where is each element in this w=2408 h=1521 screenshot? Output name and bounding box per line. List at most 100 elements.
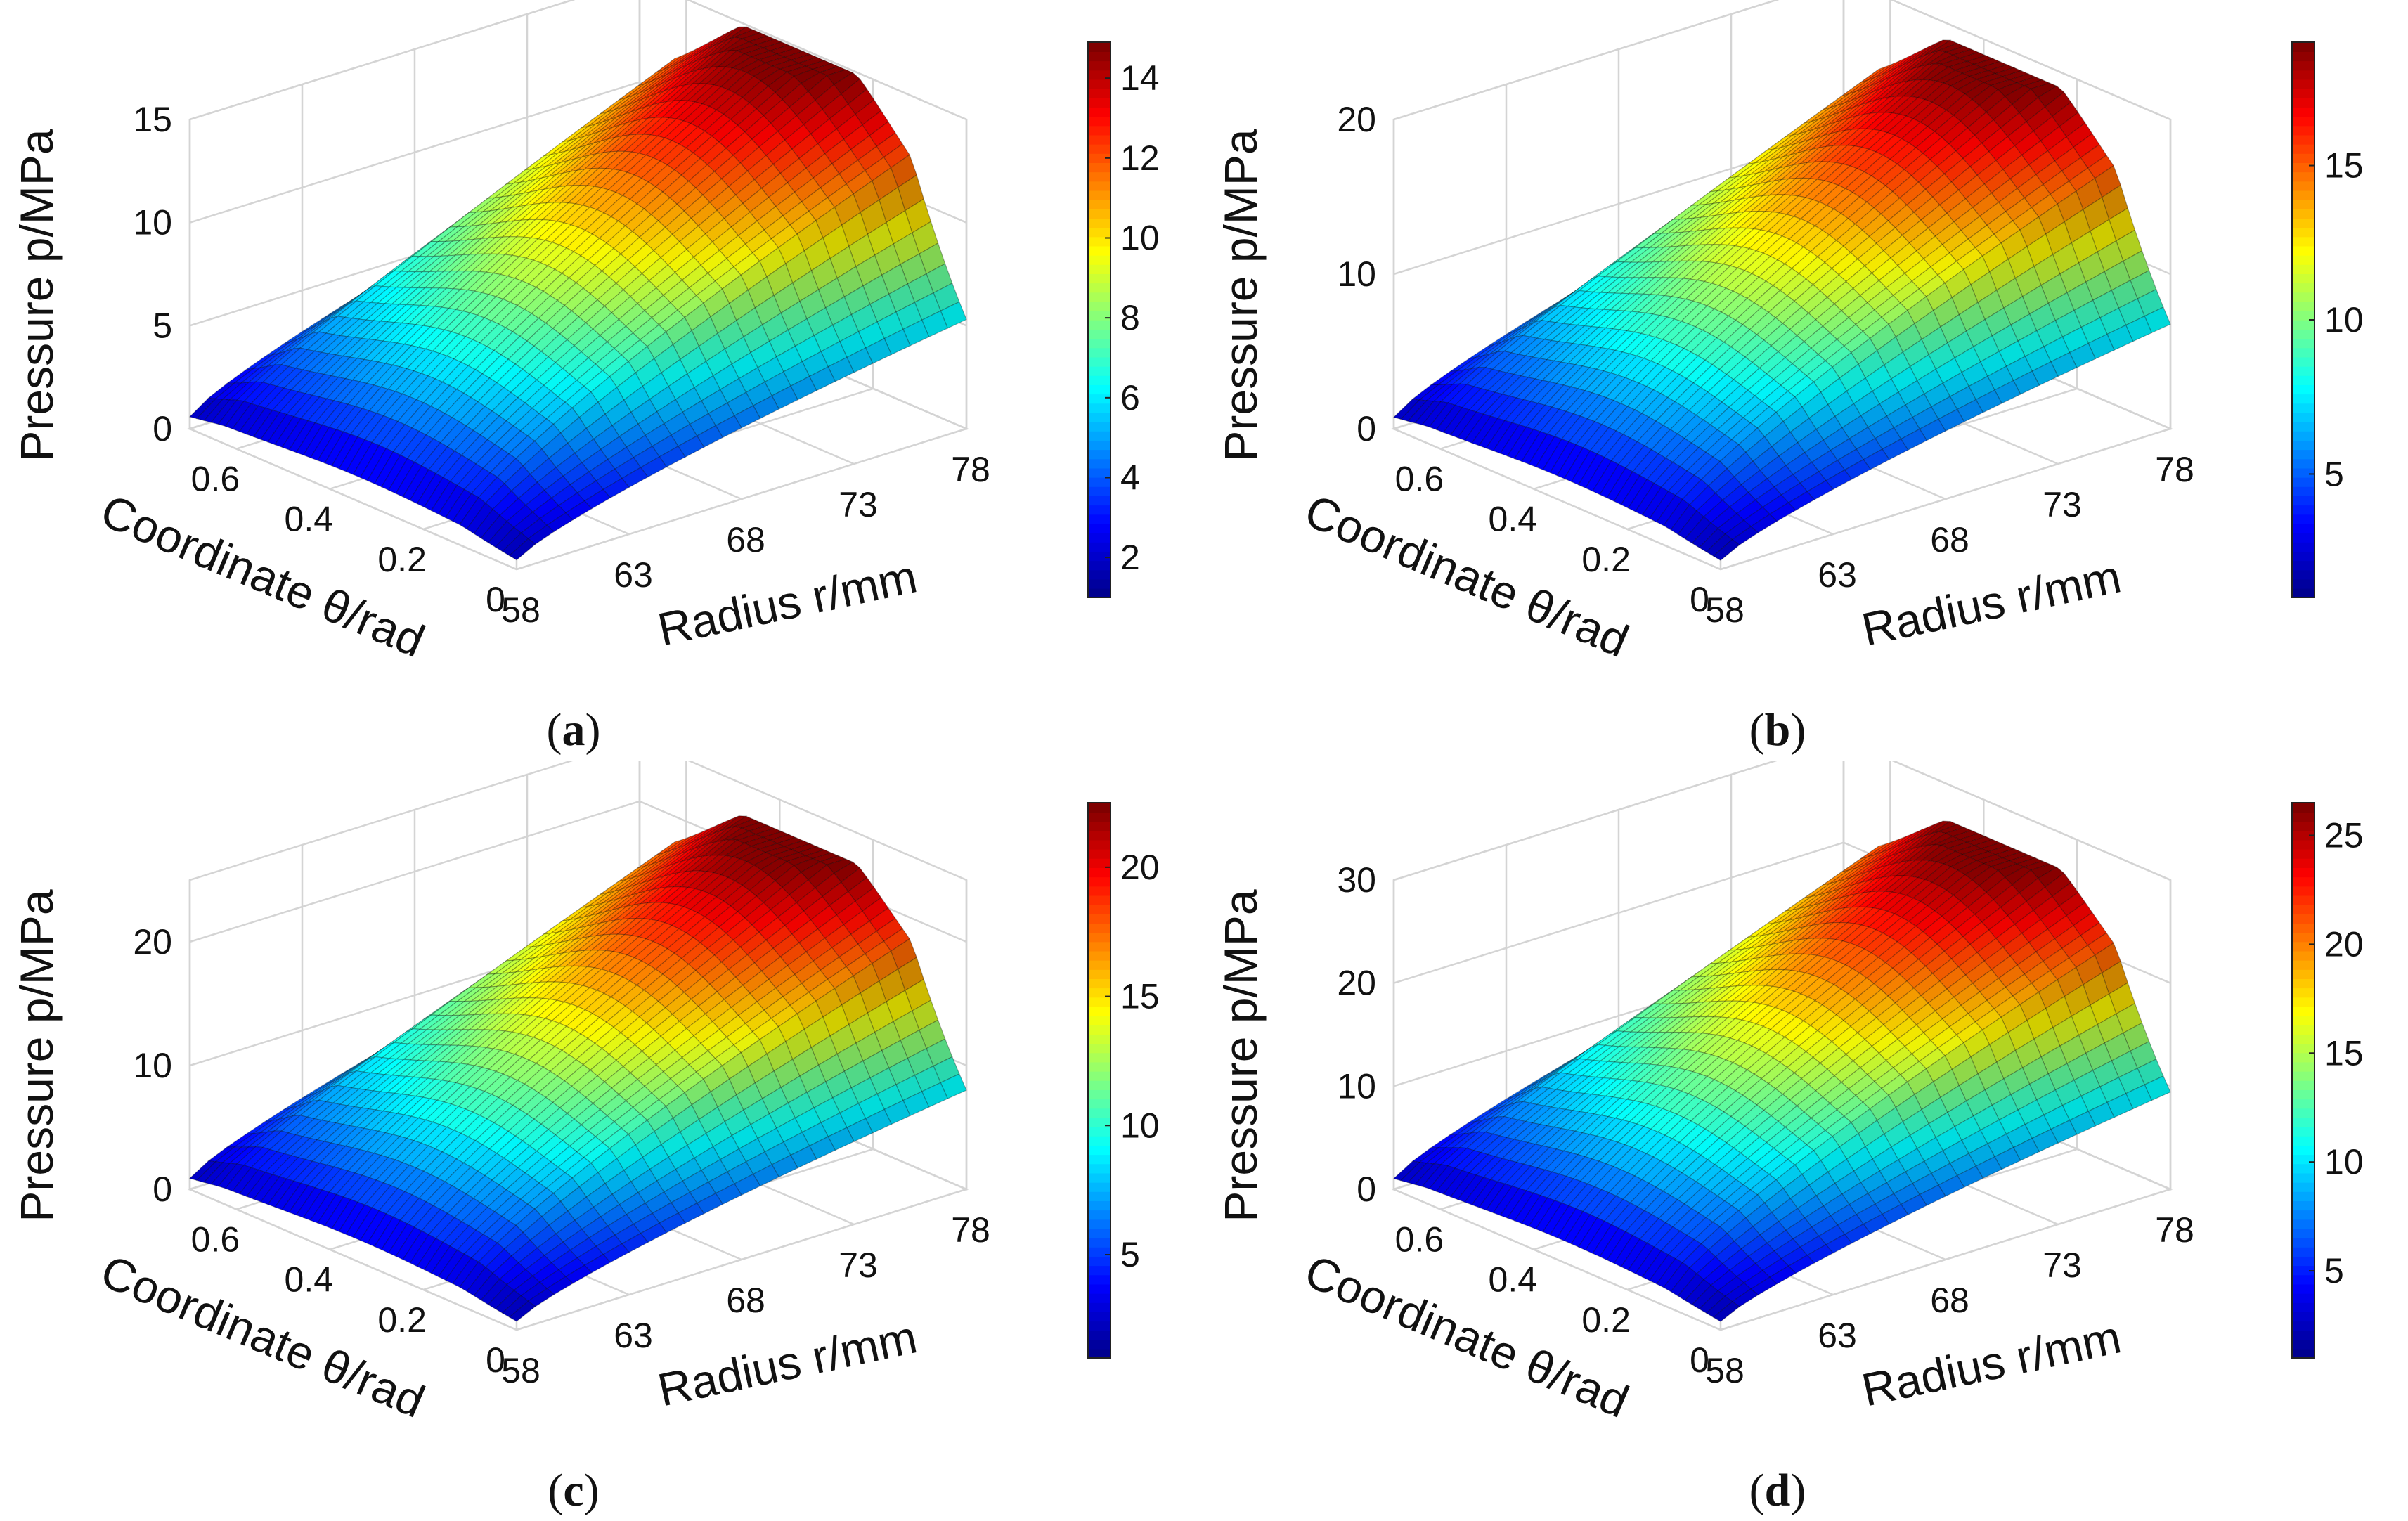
y-tick-label: 0.4 (1489, 500, 1538, 539)
colorbar-tick-label: 10 (1120, 1106, 1160, 1145)
pressure-surface (188, 815, 967, 1322)
surface-plot-d: 0 10 20 30 58 63 68 73 78 0 0.2 0.4 0.6 Pressure p/MP… (1215, 760, 2364, 1516)
x-tick-label: 73 (2043, 1245, 2082, 1285)
colorbar: 2 4 6 8 10 12 14 (1087, 41, 1160, 598)
colorbar-tick-label: 14 (1120, 58, 1160, 98)
panel-a: 0 5 10 15 58 63 68 73 78 0 0.2 0.4 0.6 Pressure p/MPa… (0, 0, 1204, 760)
x-tick-label: 68 (1930, 520, 1969, 559)
colorbar: 5 10 15 (2291, 41, 2364, 598)
z-axis-label: Pressure p/MPa (1215, 129, 1267, 461)
colorbar-tick-label: 20 (1120, 848, 1160, 887)
x-tick-label: 68 (726, 1281, 765, 1320)
y-tick-label: 0.2 (377, 540, 427, 579)
x-tick-label: 68 (726, 520, 765, 559)
x-tick-label: 78 (951, 1210, 990, 1250)
x-tick-label: 63 (1818, 555, 1857, 595)
colorbar-tick-label: 25 (2324, 815, 2364, 855)
y-tick-label: 0.6 (1395, 460, 1444, 499)
colorbar-tick-label: 5 (2324, 1251, 2344, 1290)
x-axis-label: Radius r/mm (1858, 1310, 2125, 1416)
panel-label: (c) (548, 1465, 599, 1516)
z-tick-label: 15 (133, 100, 172, 139)
z-tick-label: 10 (133, 203, 172, 242)
colorbar-tick-label: 10 (2324, 1142, 2364, 1182)
y-tick-label: 0 (1690, 580, 1709, 619)
x-tick-label: 73 (2043, 485, 2082, 524)
z-tick-label: 0 (1357, 1170, 1376, 1209)
z-tick-label: 0 (1357, 409, 1376, 448)
colorbar-tick-label: 15 (2324, 1033, 2364, 1073)
colorbar: 5 10 15 20 25 (2291, 802, 2364, 1359)
panel-d: 0 10 20 30 58 63 68 73 78 0 0.2 0.4 0.6 Pressure p/MP… (1204, 760, 2408, 1521)
x-tick-label: 63 (614, 555, 653, 595)
y-tick-label: 0 (486, 1340, 505, 1380)
panel-b: 0 10 20 58 63 68 73 78 0 0.2 0.4 0.6 Pressure p/MPa C… (1204, 0, 2408, 760)
colorbar: 5 10 15 20 (1087, 802, 1160, 1359)
z-tick-label: 20 (1337, 964, 1376, 1003)
z-tick-label: 30 (1337, 860, 1376, 900)
z-axis-label: Pressure p/MPa (1215, 889, 1267, 1222)
y-tick-label: 0.6 (191, 1220, 240, 1260)
x-axis-label: Radius r/mm (654, 550, 921, 655)
tick-labels: 0 10 20 30 58 63 68 73 78 0 0.2 0.4 0.6 (1337, 860, 2194, 1390)
x-tick-label: 78 (951, 450, 990, 489)
colorbar-tick-label: 10 (2324, 300, 2364, 339)
z-tick-label: 20 (133, 922, 172, 962)
x-tick-label: 63 (614, 1316, 653, 1355)
z-tick-label: 10 (1337, 254, 1376, 294)
colorbar-tick-label: 4 (1120, 458, 1140, 497)
panel-c: 0 10 20 58 63 68 73 78 0 0.2 0.4 0.6 Pressure p/MPa C… (0, 760, 1204, 1521)
panel-label: (b) (1749, 704, 1806, 756)
z-tick-label: 10 (133, 1046, 172, 1085)
z-tick-label: 0 (153, 1170, 172, 1209)
x-tick-label: 58 (1705, 1351, 1744, 1390)
colorbar-tick-label: 12 (1120, 138, 1160, 178)
y-tick-label: 0 (1690, 1340, 1709, 1380)
x-tick-label: 63 (1818, 1316, 1857, 1355)
tick-labels: 0 10 20 58 63 68 73 78 0 0.2 0.4 0.6 (133, 922, 990, 1390)
x-tick-label: 78 (2155, 1210, 2194, 1250)
z-tick-label: 0 (153, 409, 172, 448)
x-tick-label: 73 (839, 485, 878, 524)
x-tick-label: 58 (501, 590, 540, 630)
y-tick-label: 0 (486, 580, 505, 619)
colorbar-tick-label: 5 (2324, 454, 2344, 493)
pressure-surface (1392, 820, 2171, 1322)
y-tick-label: 0.6 (1395, 1220, 1444, 1260)
colorbar-tick-label: 5 (1120, 1235, 1140, 1274)
colorbar-tick-label: 6 (1120, 378, 1140, 418)
colorbar-tick-label: 10 (1120, 218, 1160, 257)
pressure-surface (188, 26, 967, 561)
y-tick-label: 0.4 (1489, 1260, 1538, 1300)
z-tick-label: 20 (1337, 100, 1376, 139)
tick-labels: 0 5 10 15 58 63 68 73 78 0 0.2 0.4 0.6 (133, 100, 990, 630)
panel-label: (d) (1749, 1465, 1806, 1516)
y-tick-label: 0.4 (285, 1260, 334, 1300)
tick-labels: 0 10 20 58 63 68 73 78 0 0.2 0.4 0.6 (1337, 100, 2194, 630)
x-tick-label: 68 (1930, 1281, 1969, 1320)
x-axis-label: Radius r/mm (654, 1310, 921, 1416)
colorbar-tick-label: 20 (2324, 924, 2364, 964)
z-axis-label: Pressure p/MPa (11, 889, 63, 1222)
z-axis-label: Pressure p/MPa (11, 129, 63, 461)
x-tick-label: 73 (839, 1245, 878, 1285)
colorbar-tick-label: 15 (1120, 977, 1160, 1016)
x-tick-label: 58 (1705, 590, 1744, 630)
y-tick-label: 0.2 (377, 1300, 427, 1340)
z-tick-label: 5 (153, 306, 172, 345)
x-tick-label: 58 (501, 1351, 540, 1390)
y-tick-label: 0.2 (1581, 1300, 1631, 1340)
z-tick-label: 10 (1337, 1066, 1376, 1106)
colorbar-tick-label: 2 (1120, 538, 1140, 577)
y-tick-label: 0.6 (191, 460, 240, 499)
y-tick-label: 0.4 (285, 500, 334, 539)
panel-label: (a) (547, 704, 601, 756)
colorbar-tick-label: 8 (1120, 298, 1140, 337)
x-tick-label: 78 (2155, 450, 2194, 489)
x-axis-label: Radius r/mm (1858, 550, 2125, 655)
y-tick-label: 0.2 (1581, 540, 1631, 579)
